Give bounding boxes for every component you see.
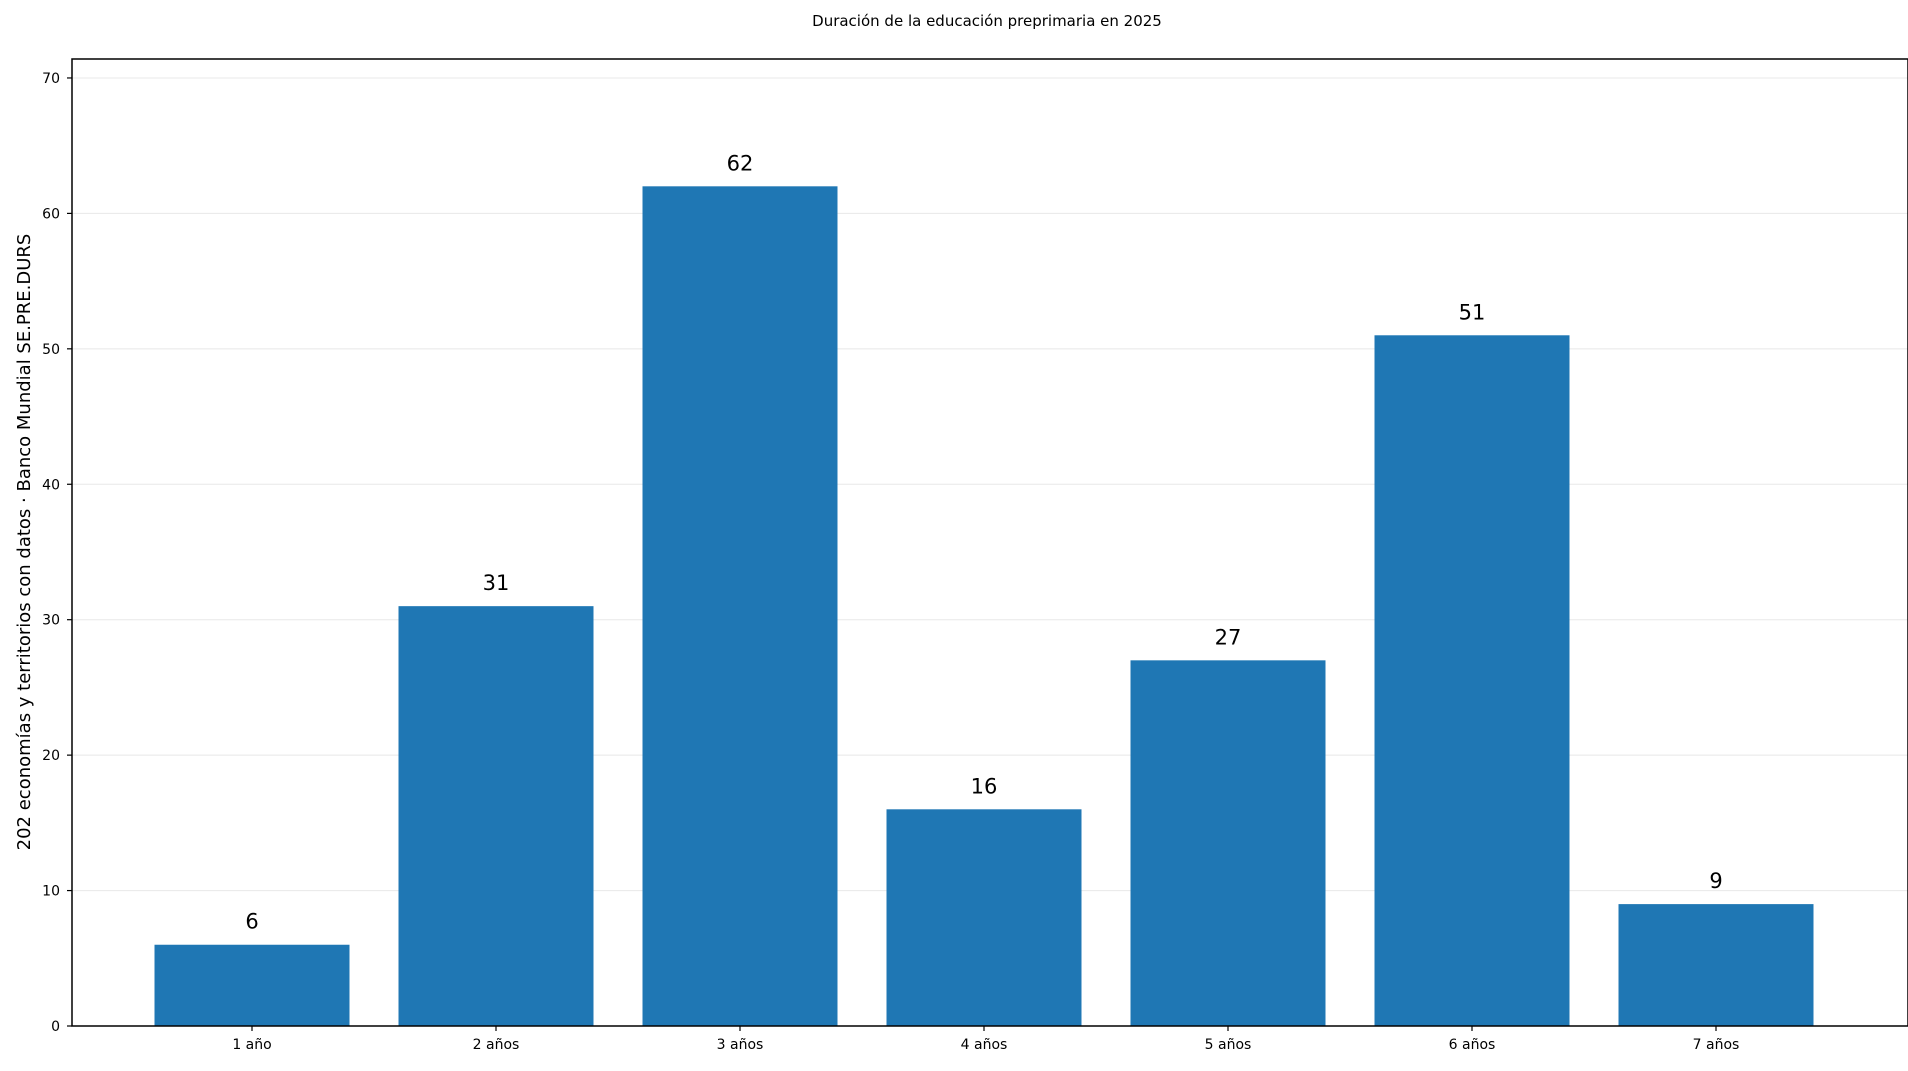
- y-tick-label: 20: [42, 748, 60, 764]
- bar: [642, 186, 838, 1027]
- plot-frame: [71, 58, 1908, 1027]
- bar-value-label: 51: [1459, 300, 1486, 324]
- y-axis-ticks: 0 10 20 30 40 50 60 70: [42, 71, 72, 1035]
- y-tick-label: 30: [42, 613, 60, 629]
- gridlines: [72, 77, 1908, 1027]
- y-tick-label: 40: [42, 477, 60, 493]
- chart-title: Duración de la educación preprimaria en …: [812, 12, 1162, 30]
- x-tick-label: 7 años: [1693, 1037, 1740, 1053]
- y-tick-label: 0: [51, 1019, 60, 1035]
- bar-value-label: 31: [483, 571, 510, 595]
- x-tick-label: 1 año: [232, 1037, 271, 1053]
- bar: [154, 944, 350, 1026]
- bar: [1130, 660, 1326, 1026]
- x-tick-label: 5 años: [1205, 1037, 1252, 1053]
- bars: [154, 186, 1814, 1027]
- x-tick-label: 6 años: [1449, 1037, 1496, 1053]
- y-tick-label: 10: [42, 884, 60, 900]
- bar: [398, 606, 594, 1026]
- x-tick-label: 4 años: [961, 1037, 1008, 1053]
- bar-value-label: 27: [1215, 625, 1242, 649]
- x-tick-label: 2 años: [473, 1037, 520, 1053]
- x-axis-ticks: 1 año 2 años 3 años 4 años 5 años 6 años 7 año…: [232, 1026, 1739, 1053]
- bar: [1618, 904, 1814, 1026]
- y-tick-label: 50: [42, 342, 60, 358]
- bar-value-label: 16: [971, 774, 998, 798]
- bar-value-label: 9: [1709, 869, 1722, 893]
- y-axis-label: 202 economías y territorios con datos · …: [14, 234, 35, 851]
- bar: [1374, 335, 1570, 1026]
- y-tick-label: 70: [42, 71, 60, 87]
- bar-value-label: 6: [245, 910, 258, 934]
- x-tick-label: 3 años: [717, 1037, 764, 1053]
- y-tick-label: 60: [42, 206, 60, 222]
- bar-value-label: 62: [727, 151, 754, 175]
- bar: [886, 809, 1082, 1026]
- data-labels: 6 31 62 16 27 51 9: [245, 151, 1722, 933]
